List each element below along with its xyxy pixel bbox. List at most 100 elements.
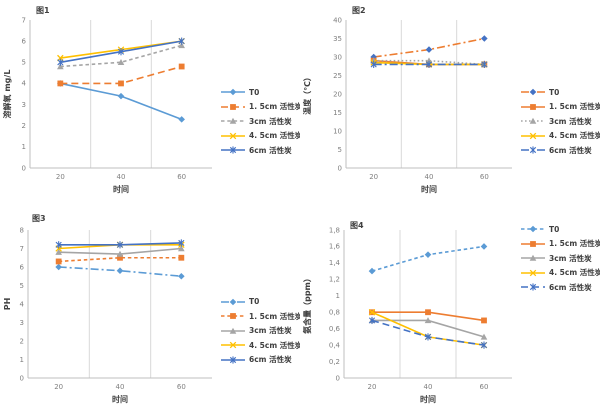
- y-tick-label: 40: [333, 16, 342, 24]
- series-6cm-活性炭: [55, 239, 185, 249]
- y-tick-label: 1: [22, 143, 26, 151]
- legend-line-sample: [521, 117, 545, 124]
- y-tick-label: 0: [22, 164, 26, 172]
- x-tick-label: 20: [56, 173, 65, 181]
- y-tick-label: 8: [20, 226, 24, 234]
- legend-line-sample: [221, 117, 245, 124]
- chart-3-body: 0 1 2 3 4 5 6 7 8 20 40 60 时间 PH T0 1. 5cm 活性炭 3cm 活性炭 4…: [0, 210, 300, 419]
- chart-4-body: 0 0,2 0,4 0,6 0,8 1 1,2 1,4 1,6 1,8 20 40 60 时间 氨含量（pp…: [300, 210, 600, 419]
- legend-line-sample: [221, 146, 245, 154]
- y-tick-label: 7: [22, 16, 26, 24]
- y-tick-label: 1: [20, 356, 24, 364]
- y-axis-label: 溶解氧 mg/L: [2, 70, 12, 119]
- legend-label: 6cm 活性炭: [549, 282, 592, 292]
- chart-3-title: 图3: [32, 214, 46, 223]
- series-6cm-活性炭: [370, 60, 488, 68]
- x-axis-label: 时间: [421, 184, 437, 194]
- y-tick-label: 35: [333, 35, 342, 43]
- y-tick-label: 1,8: [329, 226, 340, 234]
- x-axis-label: 时间: [112, 394, 128, 404]
- y-tick-label: 6: [22, 37, 27, 45]
- legend-line-sample: [521, 240, 545, 247]
- legend-label: 1. 5cm 活性炭: [549, 102, 600, 111]
- legend-label: 6cm 活性炭: [249, 355, 292, 364]
- legend-item: 6cm 活性炭: [220, 143, 300, 158]
- y-tick-label: 1,2: [329, 276, 340, 284]
- y-axis-label: PH: [3, 298, 12, 311]
- legend-item: 4. 5cm 活性炭: [520, 266, 600, 281]
- legend-item: 1. 5cm 活性炭: [220, 309, 300, 324]
- y-tick-label: 6: [20, 263, 25, 271]
- series-6cm-活性炭: [57, 37, 185, 66]
- chart-4: 图4 0 0,2 0,4 0,6 0,8 1 1,2 1,4 1,6 1,8 20 40 60 时间 氨含量…: [300, 210, 600, 419]
- legend-item: 6cm 活性炭: [520, 143, 600, 158]
- series-3cm-活性炭: [55, 245, 185, 257]
- legend-label: 1. 5cm 活性炭: [249, 311, 300, 321]
- legend-item: 6cm 活性炭: [520, 280, 600, 295]
- series-T0: [368, 243, 488, 275]
- legend-label: 4. 5cm 活性炭: [249, 340, 300, 350]
- y-tick-label: 0,6: [329, 325, 341, 333]
- x-tick-label: 20: [368, 383, 377, 391]
- y-tick-label: 30: [333, 53, 342, 61]
- chart-2-body: 0 5 10 15 20 25 30 35 40 20 40 60 时间 温度（℃） T0 1. 5cm 活…: [300, 0, 600, 210]
- x-tick-label: 40: [424, 383, 433, 391]
- chart-1-title: 图1: [36, 6, 50, 15]
- y-tick-label: 2: [20, 337, 24, 345]
- legend-line-sample: [521, 254, 545, 261]
- x-tick-label: 40: [425, 173, 434, 181]
- x-axis-label: 时间: [113, 184, 129, 194]
- y-tick-label: 1,4: [329, 259, 341, 267]
- y-tick-label: 0: [336, 374, 340, 382]
- series-1.-5cm-活性炭: [55, 254, 185, 265]
- legend-item: 3cm 活性炭: [220, 114, 300, 129]
- y-axis-label: 温度（℃）: [302, 73, 312, 115]
- y-tick-label: 0: [338, 164, 342, 172]
- chart-2: 图2 0 5 10 15 20 25 30 35 40 20 40 60 时间 温度（℃） T0 1. 5c…: [300, 0, 600, 210]
- y-tick-label: 0: [20, 374, 24, 382]
- legend-item: T0: [520, 85, 600, 100]
- y-tick-label: 1: [336, 292, 340, 300]
- legend-line-sample: [221, 298, 245, 305]
- x-tick-label: 40: [116, 383, 125, 391]
- series-1.-5cm-活性炭: [57, 63, 185, 87]
- series-T0: [370, 35, 488, 61]
- legend-label: T0: [249, 87, 260, 97]
- x-tick-label: 40: [117, 173, 126, 181]
- legend-label: T0: [549, 87, 560, 97]
- x-tick-label: 20: [54, 383, 63, 391]
- legend-label: 4. 5cm 活性炭: [549, 268, 600, 278]
- chart-1-legend: T0 1. 5cm 活性炭 3cm 活性炭 4. 5cm 活性炭 6cm 活性炭: [218, 85, 300, 158]
- y-tick-label: 5: [338, 146, 342, 154]
- y-tick-label: 1,6: [329, 243, 341, 251]
- legend-line-sample: [221, 103, 245, 110]
- y-tick-label: 15: [333, 109, 342, 117]
- y-tick-label: 3: [20, 319, 24, 327]
- legend-line-sample: [221, 313, 245, 319]
- legend-item: 3cm 活性炭: [220, 323, 300, 338]
- legend-label: 3cm 活性炭: [249, 326, 292, 335]
- legend-line-sample: [221, 327, 245, 334]
- legend-line-sample: [521, 88, 545, 96]
- series-T0: [57, 80, 185, 123]
- legend-line-sample: [521, 225, 545, 233]
- chart-3-plot: 0 1 2 3 4 5 6 7 8 20 40 60 时间 PH: [3, 226, 212, 404]
- x-tick-label: 60: [480, 173, 489, 181]
- y-axis-label: 氨含量（ppm）: [302, 274, 312, 334]
- chart-1-body: 0 1 2 3 4 5 6 7 20 40 60 时间 溶解氧 mg/L T0 1. 5cm 活性炭 3cm…: [0, 0, 300, 210]
- legend-item: T0: [520, 222, 600, 237]
- legend-label: 4. 5cm 活性炭: [549, 131, 600, 140]
- legend-label: 3cm 活性炭: [249, 116, 292, 126]
- legend-item: 3cm 活性炭: [520, 251, 600, 266]
- legend-line-sample: [521, 132, 545, 139]
- legend-line-sample: [221, 355, 245, 364]
- legend-line-sample: [521, 146, 545, 154]
- series-3cm-活性炭: [57, 42, 185, 70]
- y-tick-label: 0,2: [329, 358, 340, 366]
- x-axis-label: 时间: [420, 394, 436, 404]
- legend-item: T0: [220, 294, 300, 309]
- legend-label: 1. 5cm 活性炭: [549, 239, 600, 249]
- legend-line-sample: [521, 269, 545, 277]
- legend-label: 1. 5cm 活性炭: [249, 102, 300, 111]
